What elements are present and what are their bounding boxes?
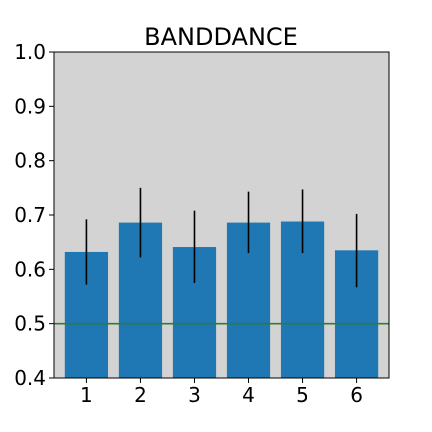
x-axis: 1 2 3 4 5 6 xyxy=(80,378,363,407)
x-tick-label: 4 xyxy=(242,383,255,407)
chart-title: BANDDANCE xyxy=(144,23,298,51)
y-tick-label: 0.5 xyxy=(14,312,46,336)
y-tick-label: 0.8 xyxy=(14,149,46,173)
x-tick-label: 5 xyxy=(296,383,309,407)
y-axis: 0.4 0.5 0.6 0.7 0.8 0.9 1.0 xyxy=(14,40,54,390)
x-tick-label: 2 xyxy=(134,383,147,407)
y-tick-label: 0.4 xyxy=(14,366,46,390)
x-tick-label: 6 xyxy=(350,383,363,407)
x-tick-label: 3 xyxy=(188,383,201,407)
error-bars xyxy=(85,187,358,288)
plot-frame xyxy=(53,51,390,379)
y-tick-label: 0.6 xyxy=(14,257,46,281)
x-tick-label: 1 xyxy=(80,383,93,407)
y-tick-label: 0.9 xyxy=(14,94,46,118)
y-tick-label: 0.7 xyxy=(14,203,46,227)
y-tick-label: 1.0 xyxy=(14,40,46,64)
